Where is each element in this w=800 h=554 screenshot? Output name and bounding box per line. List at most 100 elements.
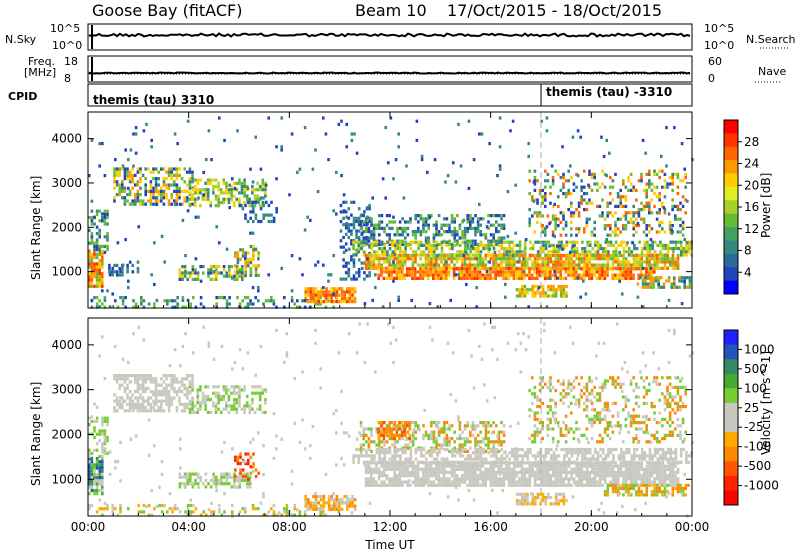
heatmap-cell: [128, 374, 132, 378]
heatmap-cell: [541, 294, 545, 298]
heatmap-cell: [215, 268, 218, 272]
heatmap-cell: [201, 391, 205, 395]
heatmap-cell: [552, 461, 555, 465]
heatmap-cell: [344, 226, 348, 230]
heatmap-cell: [637, 211, 641, 215]
heatmap-cell: [586, 451, 589, 455]
heatmap-cell: [333, 504, 336, 508]
heatmap-cell: [375, 427, 378, 431]
heatmap-cell: [296, 305, 299, 309]
heatmap-cell: [458, 243, 462, 247]
heatmap-cell: [619, 198, 622, 202]
heatmap-cell: [687, 460, 691, 464]
heatmap-cell: [225, 385, 228, 389]
heatmap-cell: [249, 261, 253, 265]
heatmap-cell: [214, 194, 218, 198]
heatmap-cell: [88, 278, 91, 282]
heatmap-cell: [572, 461, 576, 465]
heatmap-cell: [453, 440, 456, 444]
heatmap-cell: [215, 225, 218, 229]
heatmap-cell: [468, 464, 472, 468]
heatmap-cell: [209, 204, 213, 208]
heatmap-cell: [370, 236, 373, 240]
heatmap-cell: [541, 188, 544, 192]
heatmap-cell: [193, 178, 197, 182]
heatmap-cell: [658, 257, 662, 261]
heatmap-cell: [165, 170, 168, 174]
heatmap-cell: [567, 253, 571, 258]
heatmap-cell: [370, 440, 373, 444]
heatmap-cell: [197, 215, 200, 219]
heatmap-cell: [248, 478, 252, 483]
heatmap-cell: [95, 248, 99, 252]
heatmap-cell: [585, 461, 589, 465]
heatmap-cell: [635, 461, 638, 465]
heatmap-cell: [140, 510, 143, 514]
heatmap-cell: [170, 202, 173, 206]
heatmap-cell: [228, 482, 231, 486]
heatmap-cell: [363, 277, 366, 281]
heatmap-cell: [487, 461, 490, 465]
heatmap-cell: [338, 287, 341, 291]
heatmap-cell: [474, 250, 478, 254]
heatmap-cell: [469, 220, 472, 224]
heatmap-cell: [645, 233, 648, 237]
heatmap-cell: [442, 253, 446, 258]
heatmap-cell: [126, 374, 129, 378]
heatmap-cell: [523, 288, 527, 292]
heatmap-cell: [398, 220, 402, 224]
heatmap-cell: [454, 273, 458, 277]
heatmap-cell: [593, 227, 596, 231]
heatmap-cell: [139, 180, 142, 184]
heatmap-cell: [98, 432, 101, 436]
heatmap-cell: [601, 253, 604, 258]
heatmap-cell: [510, 260, 513, 264]
heatmap-cell: [219, 394, 223, 398]
heatmap-cell: [482, 424, 485, 428]
heatmap-cell: [453, 263, 456, 267]
heatmap-cell: [186, 402, 189, 406]
heatmap-cell: [569, 250, 572, 254]
heatmap-cell: [270, 299, 273, 303]
heatmap-cell: [204, 407, 207, 411]
heatmap-cell: [466, 217, 469, 221]
heatmap-cell: [609, 224, 612, 228]
heatmap-cell: [131, 177, 134, 181]
heatmap-cell: [179, 158, 182, 162]
heatmap-cell: [359, 220, 363, 224]
heatmap-cell: [492, 461, 495, 465]
heatmap-cell: [108, 273, 112, 277]
heatmap-cell: [461, 250, 465, 254]
heatmap-cell: [425, 247, 428, 251]
heatmap-cell: [645, 204, 648, 208]
heatmap-cell: [554, 214, 557, 218]
heatmap-cell: [215, 475, 218, 479]
heatmap-cell: [178, 475, 182, 479]
heatmap-cell: [642, 204, 646, 208]
heatmap-cell: [372, 260, 376, 264]
heatmap-cell: [443, 427, 446, 431]
heatmap-cell: [426, 267, 430, 271]
heatmap-cell: [650, 182, 654, 186]
heatmap-cell: [248, 475, 252, 479]
heatmap-cell: [679, 454, 683, 458]
heatmap-cell: [590, 230, 594, 234]
heatmap-cell: [275, 207, 278, 211]
heatmap-cell: [460, 273, 464, 277]
heatmap-cell: [629, 182, 633, 186]
heatmap-cell: [118, 383, 121, 387]
heatmap-cell: [422, 424, 425, 428]
heatmap-cell: [497, 449, 501, 453]
heatmap-cell: [635, 224, 638, 228]
heatmap-cell: [463, 236, 467, 240]
heatmap-cell: [101, 460, 104, 464]
heatmap-cell: [355, 277, 358, 281]
heatmap-cell: [249, 465, 253, 469]
heatmap-cell: [149, 406, 153, 410]
heatmap-cell: [435, 260, 438, 264]
heatmap-cell: [411, 464, 415, 468]
heatmap-cell: [651, 454, 654, 458]
heatmap-cell: [648, 247, 652, 251]
heatmap-cell: [364, 260, 368, 264]
heatmap-cell: [101, 419, 104, 423]
